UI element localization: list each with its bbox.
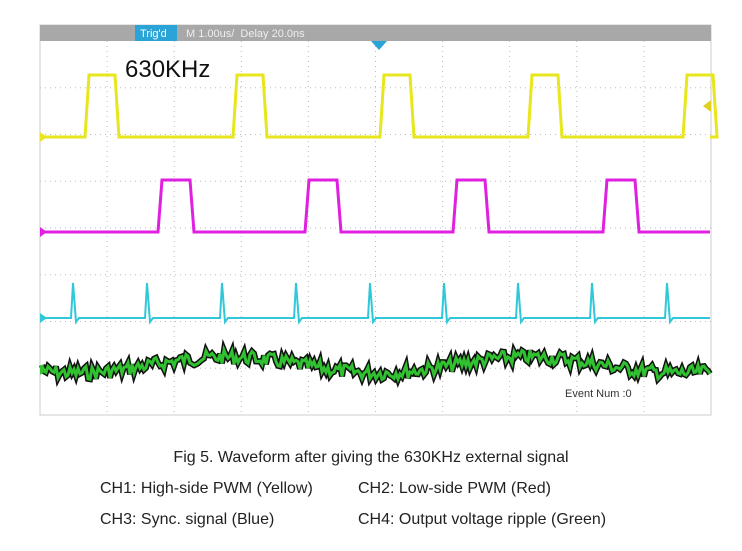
channel-legend: CH3: Sync. signal (Blue) — [100, 511, 275, 528]
trigger-badge — [135, 25, 177, 41]
channel-legend: CH1: High-side PWM (Yellow) — [100, 480, 313, 497]
event-counter: Event Num :0 — [565, 388, 632, 400]
oscilloscope-screen: Trig'd M 1.00us/ Delay 20.0ns 630KHz Eve… — [39, 24, 719, 416]
level-marker — [703, 100, 711, 112]
status-bar — [40, 25, 711, 41]
channel-legend: CH4: Output voltage ripple (Green) — [358, 511, 607, 528]
ch1-trace — [42, 73, 719, 139]
caption-title: Fig 5. Waveform after giving the 630KHz … — [173, 449, 569, 466]
frequency-label: 630KHz — [125, 56, 210, 83]
ch2-trace — [42, 178, 710, 234]
trigger-status: Trig'd — [140, 28, 167, 40]
channel-marker — [40, 227, 47, 237]
timebase: M 1.00us/ Delay 20.0ns — [186, 28, 305, 40]
channel-marker — [40, 313, 47, 323]
ch4-trace — [40, 344, 712, 384]
channel-marker — [40, 132, 47, 142]
trigger-marker — [371, 41, 387, 50]
screen-frame — [39, 24, 712, 416]
channel-legend: CH2: Low-side PWM (Red) — [358, 480, 551, 497]
waveforms — [39, 73, 719, 388]
ch3-trace — [42, 282, 710, 325]
channel-marker — [40, 365, 47, 375]
